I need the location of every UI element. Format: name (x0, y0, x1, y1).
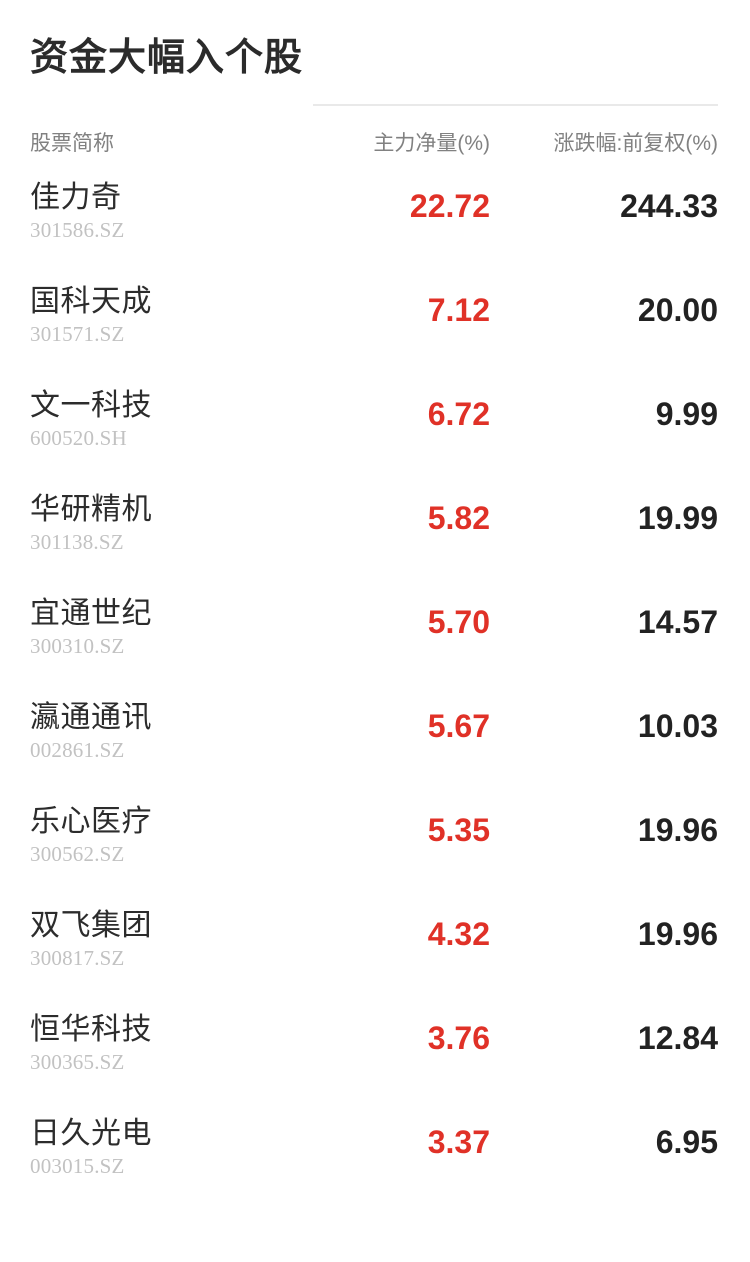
stock-code: 300365.SZ (30, 1050, 125, 1075)
header-divider (313, 104, 718, 106)
column-header-net-inflow: 主力净量(%) (373, 131, 490, 155)
stock-identity[interactable]: 佳力奇 301586.SZ (30, 180, 360, 242)
net-inflow-value: 3.37 (427, 1124, 490, 1160)
table-row[interactable]: 乐心医疗 300562.SZ 5.35 19.96 (0, 792, 750, 896)
stock-name: 国科天成 (30, 285, 152, 318)
stock-code: 300817.SZ (30, 946, 125, 971)
stock-code: 301586.SZ (30, 218, 125, 243)
stock-name: 日久光电 (30, 1117, 152, 1150)
table-row[interactable]: 文一科技 600520.SH 6.72 9.99 (0, 376, 750, 480)
price-change-value: 19.96 (637, 812, 718, 848)
stock-name: 宜通世纪 (30, 597, 152, 630)
stock-table: 股票简称 主力净量(%) 涨跌幅:前复权(%) 佳力奇 301586.SZ 22… (0, 118, 750, 1208)
stock-identity[interactable]: 瀛通通讯 002861.SZ (30, 700, 360, 762)
stock-code: 301138.SZ (30, 530, 124, 555)
table-row[interactable]: 华研精机 301138.SZ 5.82 19.99 (0, 480, 750, 584)
price-change-value: 19.99 (637, 500, 718, 536)
stock-identity[interactable]: 双飞集团 300817.SZ (30, 908, 360, 970)
stock-code: 600520.SH (30, 426, 127, 451)
net-inflow-value: 7.12 (427, 292, 490, 328)
stock-identity[interactable]: 华研精机 301138.SZ (30, 492, 360, 554)
table-row[interactable]: 日久光电 003015.SZ 3.37 6.95 (0, 1104, 750, 1208)
net-inflow-value: 6.72 (427, 396, 490, 432)
price-change-value: 12.84 (637, 1020, 718, 1056)
net-inflow-value: 3.76 (427, 1020, 490, 1056)
table-row[interactable]: 双飞集团 300817.SZ 4.32 19.96 (0, 896, 750, 1000)
price-change-value: 9.99 (655, 396, 718, 432)
net-inflow-value: 5.35 (427, 812, 490, 848)
price-change-value: 10.03 (637, 708, 718, 744)
stock-identity[interactable]: 国科天成 301571.SZ (30, 284, 360, 346)
column-header-price-change: 涨跌幅:前复权(%) (553, 131, 719, 155)
stock-identity[interactable]: 宜通世纪 300310.SZ (30, 596, 360, 658)
net-inflow-value: 22.72 (409, 188, 490, 224)
stock-name: 恒华科技 (30, 1013, 152, 1046)
table-row[interactable]: 宜通世纪 300310.SZ 5.70 14.57 (0, 584, 750, 688)
stock-code: 300562.SZ (30, 842, 125, 867)
price-change-value: 6.95 (655, 1124, 718, 1160)
stock-code: 003015.SZ (30, 1154, 125, 1179)
stock-name: 佳力奇 (30, 181, 122, 214)
table-row[interactable]: 佳力奇 301586.SZ 22.72 244.33 (0, 168, 750, 272)
stock-name: 瀛通通讯 (30, 701, 152, 734)
net-inflow-value: 5.67 (427, 708, 490, 744)
table-row[interactable]: 瀛通通讯 002861.SZ 5.67 10.03 (0, 688, 750, 792)
stock-code: 300310.SZ (30, 634, 125, 659)
price-change-value: 244.33 (620, 188, 718, 224)
price-change-value: 14.57 (637, 604, 718, 640)
stock-code: 002861.SZ (30, 738, 125, 763)
stock-code: 301571.SZ (30, 322, 125, 347)
price-change-value: 19.96 (637, 916, 718, 952)
stock-name: 乐心医疗 (30, 805, 152, 838)
table-row[interactable]: 国科天成 301571.SZ 7.12 20.00 (0, 272, 750, 376)
stock-identity[interactable]: 乐心医疗 300562.SZ (30, 804, 360, 866)
column-header-name: 股票简称 (30, 131, 114, 155)
page-header: 资金大幅入个股 (30, 28, 303, 88)
net-inflow-value: 4.32 (427, 916, 490, 952)
table-header-row: 股票简称 主力净量(%) 涨跌幅:前复权(%) (0, 118, 750, 168)
stock-identity[interactable]: 日久光电 003015.SZ (30, 1116, 360, 1178)
stock-identity[interactable]: 恒华科技 300365.SZ (30, 1012, 360, 1074)
net-inflow-value: 5.82 (427, 500, 490, 536)
stock-identity[interactable]: 文一科技 600520.SH (30, 388, 360, 450)
page-title: 资金大幅入个股 (30, 37, 304, 79)
price-change-value: 20.00 (637, 292, 718, 328)
net-inflow-value: 5.70 (427, 604, 490, 640)
stock-name: 华研精机 (30, 493, 152, 526)
stock-name: 双飞集团 (30, 909, 152, 942)
table-row[interactable]: 恒华科技 300365.SZ 3.76 12.84 (0, 1000, 750, 1104)
stock-name: 文一科技 (30, 389, 152, 422)
